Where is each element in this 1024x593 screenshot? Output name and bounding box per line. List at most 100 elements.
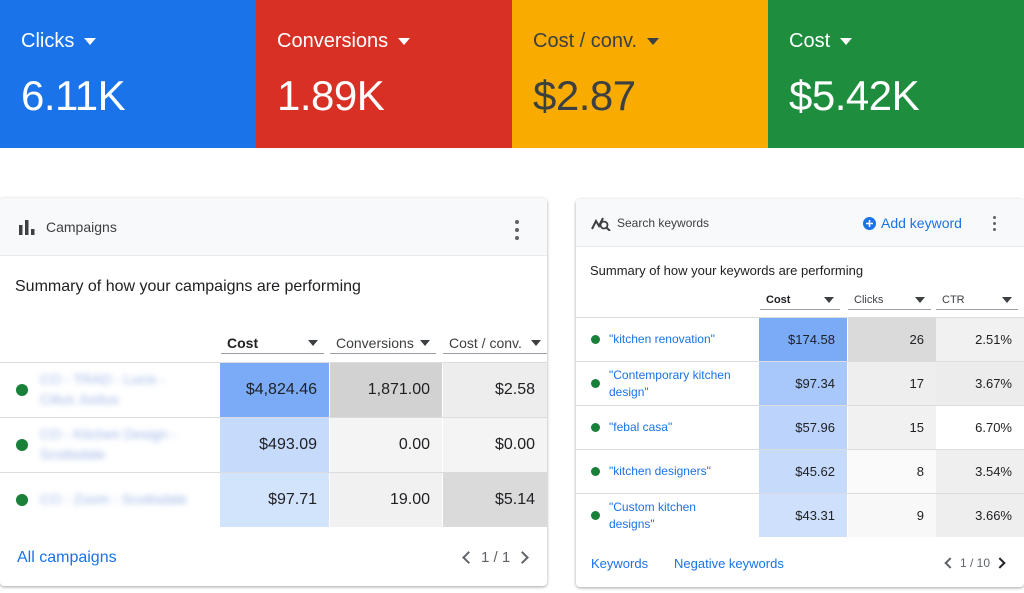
more-options-icon[interactable]	[993, 216, 997, 232]
card-title: Campaigns	[46, 218, 117, 235]
clicks-cell: 17	[848, 362, 936, 405]
cost-cell: $97.34	[759, 362, 847, 405]
search-keywords-icon	[591, 217, 611, 231]
table-row[interactable]: "febal casa" $57.96 15 6.70%	[576, 405, 1024, 449]
all-campaigns-link[interactable]: All campaigns	[17, 549, 117, 566]
status-enabled-icon	[16, 494, 28, 506]
sort-caret-icon	[915, 297, 925, 303]
table-row[interactable]: "Contemporary kitchen design" $97.34 17 3…	[576, 361, 1024, 405]
sort-caret-icon	[420, 339, 430, 346]
keyword-link[interactable]: "kitchen designers"	[609, 464, 711, 478]
keyword-link[interactable]: "kitchen renovation"	[609, 332, 715, 346]
clicks-cell: 9	[848, 494, 936, 537]
cost-cell: $45.62	[759, 450, 847, 493]
status-enabled-icon	[591, 467, 600, 476]
status-enabled-icon	[591, 335, 600, 344]
page-indicator: 1 / 1	[481, 549, 511, 566]
kpi-value: 1.89K	[277, 72, 385, 119]
card-subtitle: Summary of how your keywords are perform…	[590, 263, 864, 278]
add-keyword-button[interactable]: Add keyword	[863, 215, 962, 231]
column-header-clicks[interactable]: Clicks	[848, 291, 931, 310]
table-row[interactable]: CO - Zoom - Scottsdale $97.71 19.00 $5.1…	[0, 472, 547, 527]
keyword-link[interactable]: "Contemporary kitchen design"	[609, 368, 731, 399]
pagination: 1 / 1	[462, 549, 530, 566]
kpi-clicks[interactable]: Clicks 6.11K	[0, 0, 256, 148]
chevron-right-icon[interactable]	[516, 551, 530, 564]
keywords-link[interactable]: Keywords	[591, 556, 649, 571]
keyword-link[interactable]: "Custom kitchen designs"	[609, 500, 696, 531]
chevron-left-icon[interactable]	[462, 551, 475, 564]
kpi-conversions[interactable]: Conversions 1.89K	[256, 0, 512, 148]
dropdown-caret-icon[interactable]	[84, 37, 97, 45]
campaign-name[interactable]: CO - Zoom - Scottsdale	[40, 491, 188, 507]
column-header-cost[interactable]: Cost	[221, 332, 324, 354]
dropdown-caret-icon[interactable]	[647, 37, 660, 45]
dropdown-caret-icon[interactable]	[840, 37, 853, 45]
kpi-label: Cost / conv.	[533, 29, 638, 52]
campaign-name[interactable]: CO - TRAD - Lucis - Cilius Justus	[40, 371, 165, 407]
search-keywords-card: Search keywords Add keyword Summary of h…	[576, 199, 1024, 587]
kpi-value: $5.42K	[789, 72, 920, 119]
cost-cell: $174.58	[759, 318, 847, 361]
cost-per-conv-cell: $5.14	[443, 473, 547, 527]
sort-caret-icon	[531, 339, 541, 346]
chevron-right-icon[interactable]	[994, 557, 1006, 569]
kpi-label: Conversions	[277, 29, 389, 52]
column-header-cost[interactable]: Cost	[760, 291, 840, 310]
dropdown-caret-icon[interactable]	[398, 37, 411, 45]
kpi-label: Clicks	[21, 29, 75, 52]
kpi-value: 6.11K	[21, 72, 126, 119]
ctr-cell: 3.54%	[936, 450, 1024, 493]
status-enabled-icon	[591, 511, 600, 520]
sort-caret-icon	[824, 297, 834, 303]
status-enabled-icon	[591, 379, 600, 388]
table-row[interactable]: "Custom kitchen designs" $43.31 9 3.66%	[576, 493, 1024, 537]
table-row[interactable]: CO - Kitchen Design - Scottsdale $493.09 …	[0, 417, 547, 472]
conversions-cell: 1,871.00	[330, 363, 442, 417]
card-title: Search keywords	[617, 215, 710, 230]
ctr-cell: 6.70%	[936, 406, 1024, 449]
conversions-cell: 0.00	[330, 418, 442, 472]
column-header-cost-per-conv[interactable]: Cost / conv.	[443, 332, 547, 354]
chevron-left-icon[interactable]	[944, 557, 956, 569]
cost-cell: $493.09	[220, 418, 329, 472]
kpi-cost-per-conv[interactable]: Cost / conv. $2.87	[512, 0, 768, 148]
column-header-ctr[interactable]: CTR	[936, 291, 1018, 310]
clicks-cell: 26	[848, 318, 936, 361]
clicks-cell: 15	[848, 406, 936, 449]
kpi-value: $2.87	[533, 72, 636, 119]
campaigns-card: Campaigns Summary of how your campaigns …	[0, 198, 547, 586]
add-circle-icon	[863, 216, 876, 230]
cost-per-conv-cell: $2.58	[443, 363, 547, 417]
clicks-cell: 8	[848, 450, 936, 493]
conversions-cell: 19.00	[330, 473, 442, 527]
bar-chart-icon	[19, 219, 35, 235]
negative-keywords-link[interactable]: Negative keywords	[674, 556, 784, 571]
campaign-name[interactable]: CO - Kitchen Design - Scottsdale	[40, 426, 177, 462]
ctr-cell: 2.51%	[936, 318, 1024, 361]
sort-caret-icon	[1002, 297, 1012, 303]
table-row[interactable]: CO - TRAD - Lucis - Cilius Justus $4,824.…	[0, 362, 547, 417]
column-header-conversions[interactable]: Conversions	[330, 332, 436, 354]
cost-cell: $57.96	[759, 406, 847, 449]
kpi-cost[interactable]: Cost $5.42K	[768, 0, 1024, 148]
ctr-cell: 3.66%	[936, 494, 1024, 537]
status-enabled-icon	[16, 439, 28, 451]
keyword-link[interactable]: "febal casa"	[609, 420, 673, 434]
card-header: Campaigns	[0, 198, 547, 256]
sort-caret-icon	[308, 339, 318, 346]
card-header: Search keywords Add keyword	[576, 199, 1024, 247]
cost-cell: $43.31	[759, 494, 847, 537]
cost-cell: $97.71	[220, 473, 329, 527]
ctr-cell: 3.67%	[936, 362, 1024, 405]
pagination: 1 / 10	[944, 556, 1006, 570]
cost-cell: $4,824.46	[220, 363, 329, 417]
status-enabled-icon	[16, 384, 28, 396]
page-indicator: 1 / 10	[960, 556, 991, 570]
cost-per-conv-cell: $0.00	[443, 418, 547, 472]
status-enabled-icon	[591, 423, 600, 432]
table-row[interactable]: "kitchen designers" $45.62 8 3.54%	[576, 449, 1024, 493]
kpi-bar: Clicks 6.11K Conversions 1.89K Cost / co…	[0, 0, 1024, 148]
table-row[interactable]: "kitchen renovation" $174.58 26 2.51%	[576, 317, 1024, 361]
more-options-icon[interactable]	[515, 220, 519, 240]
